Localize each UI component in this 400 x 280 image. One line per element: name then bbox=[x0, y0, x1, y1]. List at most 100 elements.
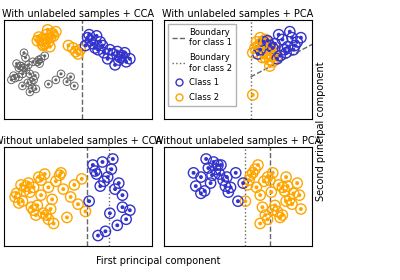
Point bbox=[192, 184, 199, 188]
Point bbox=[119, 193, 126, 197]
Point bbox=[112, 187, 118, 191]
Point bbox=[104, 175, 111, 179]
Point bbox=[279, 213, 286, 217]
Point bbox=[257, 41, 263, 46]
Point bbox=[253, 40, 260, 44]
Point bbox=[75, 52, 81, 56]
Point bbox=[30, 78, 37, 82]
Point bbox=[27, 90, 33, 94]
Point bbox=[216, 172, 223, 176]
Point bbox=[36, 61, 43, 66]
Point bbox=[266, 58, 273, 62]
Point bbox=[92, 169, 98, 173]
Point bbox=[119, 205, 126, 209]
Point bbox=[104, 175, 111, 179]
Point bbox=[71, 183, 78, 187]
Point bbox=[250, 93, 256, 97]
Point bbox=[18, 64, 24, 68]
Point bbox=[252, 167, 258, 171]
Point bbox=[220, 178, 226, 182]
Point bbox=[298, 36, 304, 40]
Point bbox=[44, 28, 51, 32]
Point bbox=[114, 49, 120, 54]
Point bbox=[33, 213, 39, 217]
Point bbox=[82, 209, 89, 214]
Point bbox=[86, 32, 92, 37]
Point bbox=[284, 45, 291, 49]
Point bbox=[264, 40, 271, 44]
Point bbox=[18, 183, 24, 187]
Point bbox=[264, 38, 271, 43]
Point bbox=[53, 78, 59, 82]
Point bbox=[289, 202, 295, 206]
Point bbox=[60, 187, 66, 191]
Point bbox=[261, 179, 267, 183]
Point bbox=[99, 43, 106, 48]
Point bbox=[202, 189, 208, 193]
Point bbox=[64, 80, 70, 84]
Point bbox=[235, 199, 241, 204]
Point bbox=[97, 184, 104, 188]
Point bbox=[272, 41, 278, 46]
Point bbox=[68, 195, 74, 199]
Point bbox=[18, 183, 24, 187]
Point bbox=[78, 177, 85, 181]
Point bbox=[268, 190, 274, 194]
Point bbox=[235, 199, 241, 204]
Point bbox=[36, 35, 42, 39]
Point bbox=[49, 31, 55, 36]
Point bbox=[30, 185, 37, 190]
Point bbox=[33, 213, 39, 217]
Point bbox=[95, 233, 101, 238]
Point bbox=[17, 64, 24, 68]
Point bbox=[68, 75, 74, 79]
Point bbox=[34, 38, 40, 43]
Point bbox=[262, 55, 268, 60]
Point bbox=[101, 50, 107, 55]
Point bbox=[28, 205, 34, 209]
Point bbox=[205, 166, 212, 170]
Point bbox=[92, 46, 98, 50]
Point bbox=[53, 179, 59, 183]
Point bbox=[218, 163, 224, 167]
Point bbox=[259, 48, 266, 52]
Point bbox=[246, 178, 252, 182]
Point bbox=[49, 197, 55, 202]
Point bbox=[203, 157, 209, 161]
Point bbox=[274, 209, 280, 214]
Point bbox=[250, 171, 256, 175]
Point bbox=[16, 75, 22, 79]
Point bbox=[28, 80, 34, 84]
Point bbox=[240, 181, 246, 185]
Point bbox=[225, 190, 232, 194]
Point bbox=[40, 211, 46, 216]
Point bbox=[257, 36, 263, 40]
Legend: Boundary
for class 1, Boundary
for class 2, Class 1, Class 2: Boundary for class 1, Boundary for class… bbox=[168, 24, 236, 106]
Point bbox=[116, 181, 122, 185]
Point bbox=[64, 215, 70, 220]
Point bbox=[290, 191, 297, 196]
Point bbox=[123, 60, 129, 64]
Point bbox=[92, 169, 98, 173]
Point bbox=[16, 201, 22, 205]
Point bbox=[203, 157, 209, 161]
Point bbox=[58, 171, 64, 175]
Point bbox=[279, 37, 286, 42]
Point bbox=[43, 213, 50, 217]
Point bbox=[53, 29, 59, 34]
Point bbox=[289, 202, 295, 206]
Point bbox=[36, 58, 42, 62]
Point bbox=[242, 199, 248, 204]
Point bbox=[283, 175, 289, 179]
Point bbox=[40, 43, 46, 48]
Point bbox=[38, 57, 44, 61]
Point bbox=[48, 207, 54, 211]
Point bbox=[198, 175, 204, 179]
Point bbox=[34, 60, 40, 64]
Point bbox=[212, 167, 219, 171]
Point bbox=[119, 53, 126, 58]
Point bbox=[99, 43, 106, 48]
Point bbox=[56, 173, 63, 178]
Point bbox=[253, 185, 260, 190]
Point bbox=[19, 84, 26, 88]
